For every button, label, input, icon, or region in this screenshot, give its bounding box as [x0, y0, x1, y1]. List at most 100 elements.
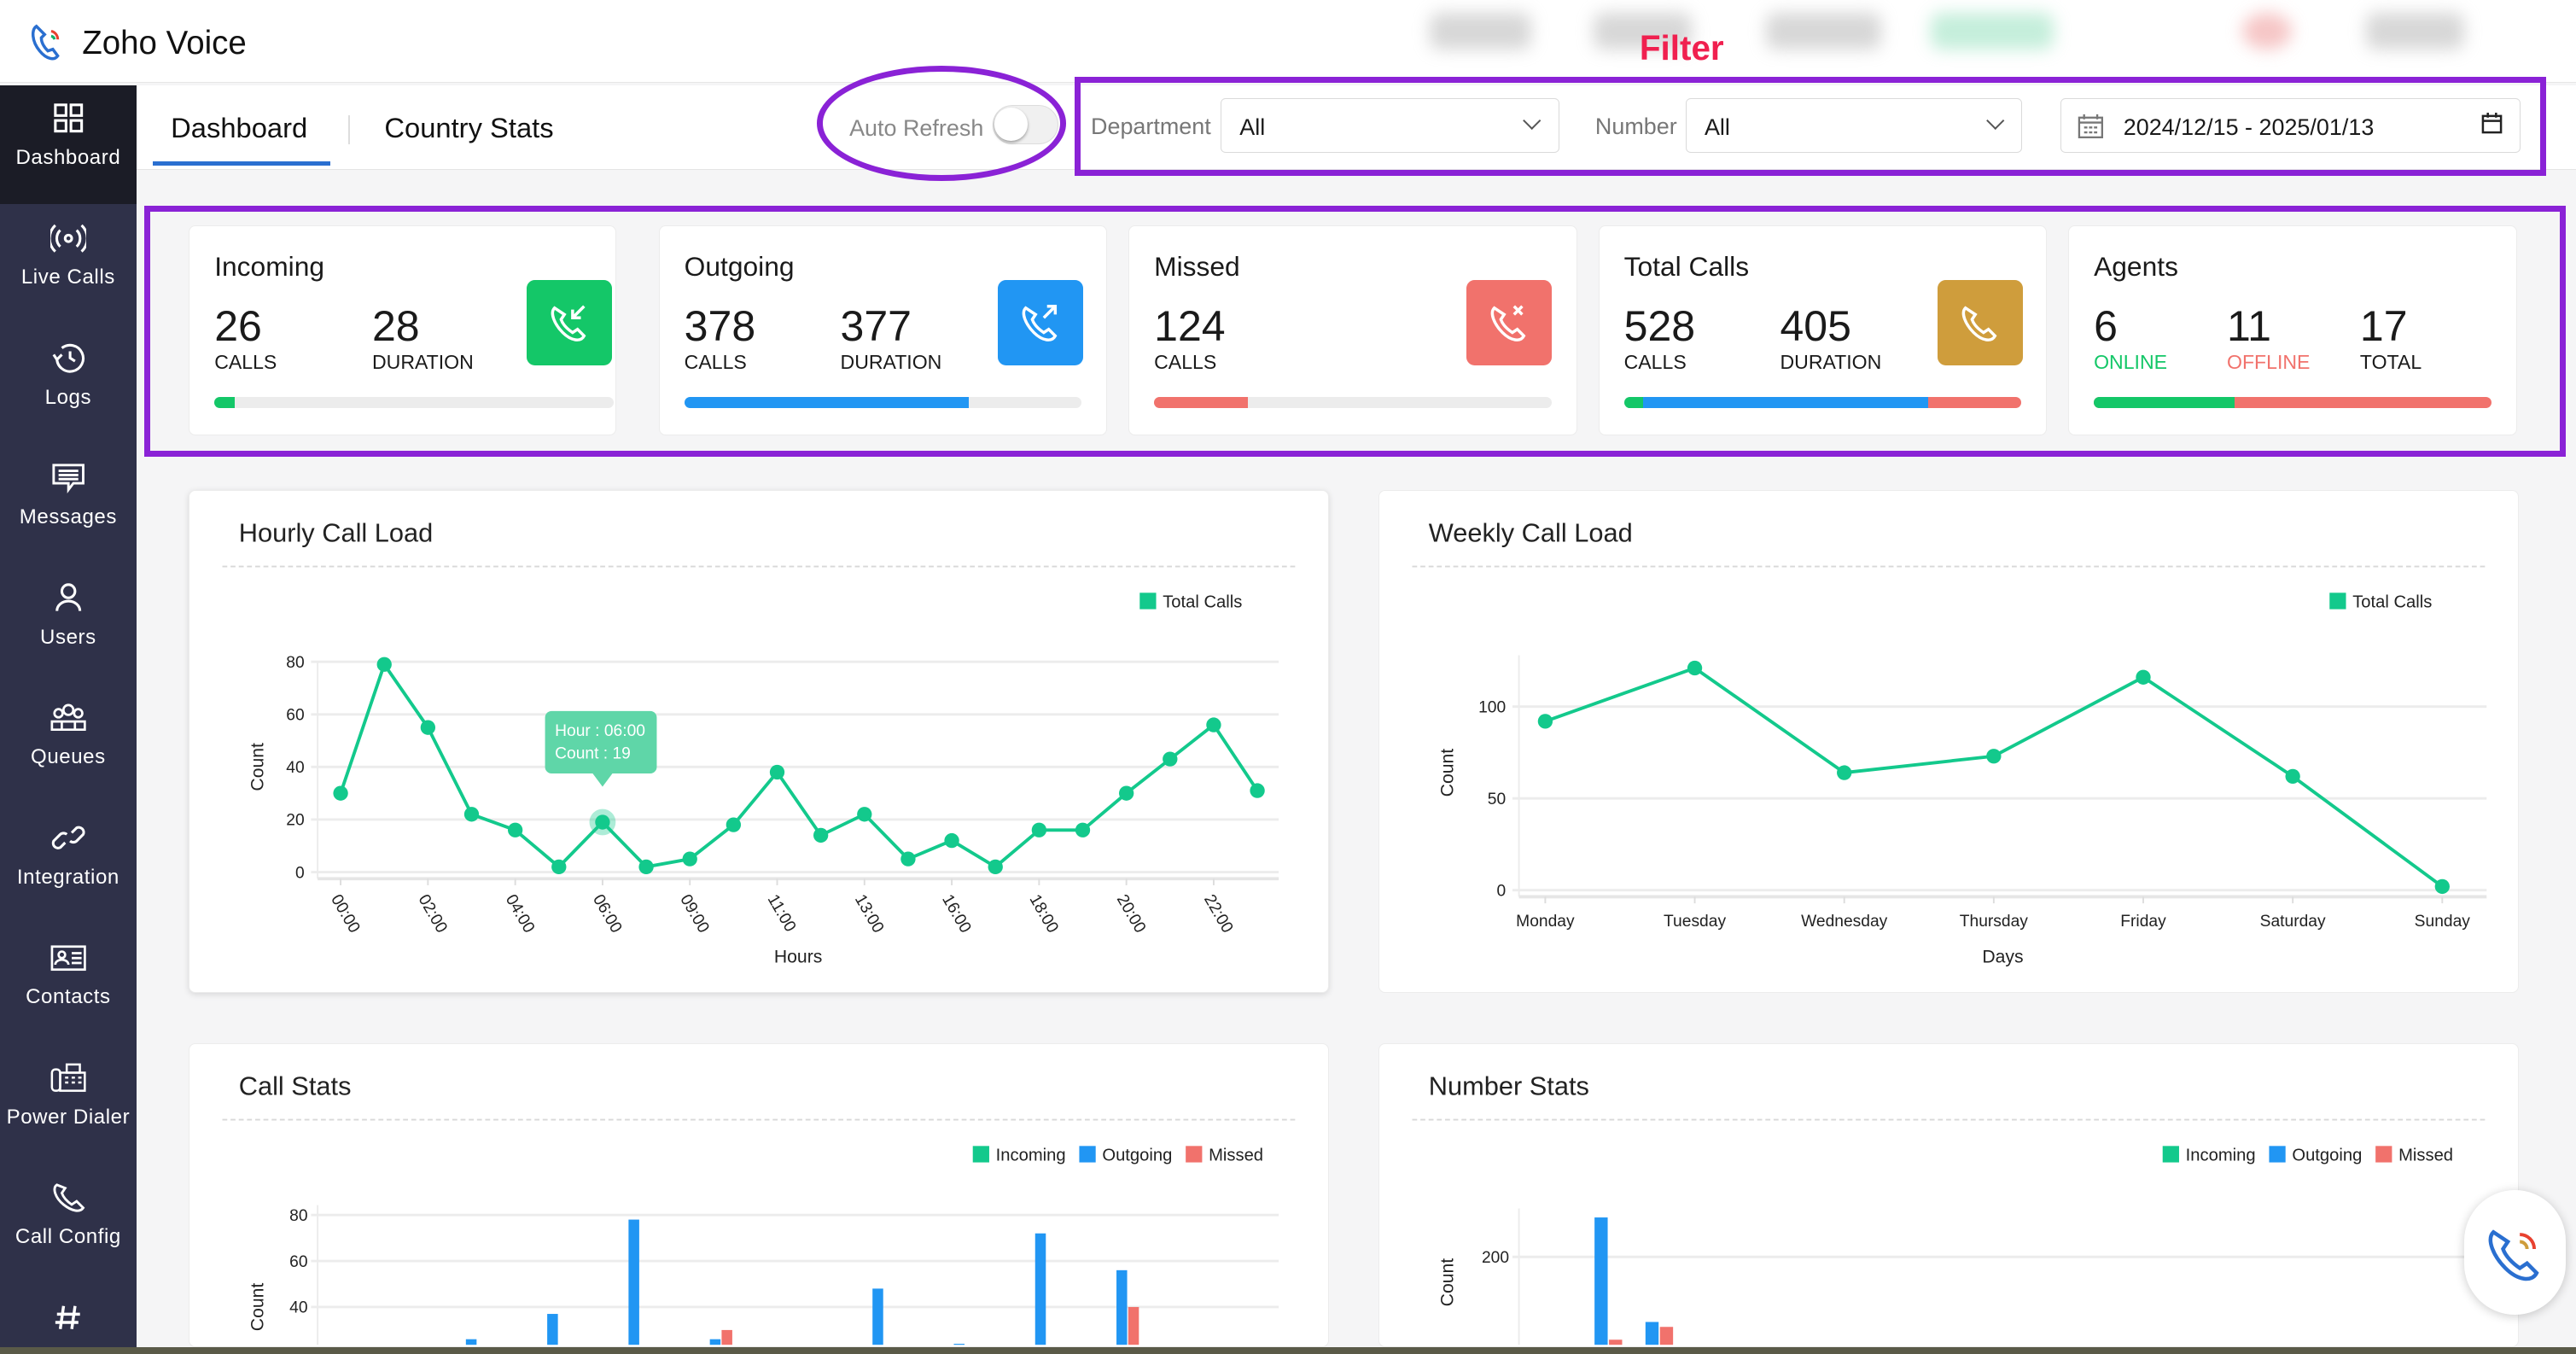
number-stats-chart: Number Stats Missed Outgoing Incoming 200 Cou… [1412, 1071, 2487, 1345]
chart-title: Weekly Call Load [1429, 517, 1633, 547]
sidebar-item-contacts[interactable]: Contacts [0, 925, 137, 1044]
sidebar-item-call-config[interactable]: Call Config [0, 1165, 137, 1284]
incoming-call-icon [526, 280, 612, 366]
legend-swatch [1079, 1146, 1097, 1163]
calendar-icon [2481, 112, 2503, 134]
phone-icon [2488, 1229, 2539, 1281]
agents-online-count: 6 [2094, 302, 2118, 351]
y-tick-label: 100 [1478, 698, 1506, 716]
number-select[interactable]: All [1685, 98, 2023, 153]
annotation-ellipse [816, 65, 1067, 181]
incoming-calls-count: 26 [214, 302, 262, 351]
legend-label: Missed [1209, 1147, 1263, 1165]
y-tick-label: 20 [287, 811, 305, 829]
x-tick-label: Saturday [2259, 913, 2325, 931]
data-point [1032, 822, 1047, 837]
data-point [638, 859, 655, 874]
legend-label: Outgoing [2292, 1147, 2362, 1165]
filter-annotation: Filter [1639, 27, 1724, 67]
sidebar-item-queues[interactable]: Queues [0, 686, 137, 804]
sidebar-item-integration[interactable]: Integration [0, 805, 137, 924]
group-icon [50, 703, 86, 731]
weekly-call-load-chart: Weekly Call Load Total Calls 0 50 100 Monday T… [1412, 517, 2487, 966]
x-tick-label: 11:00 [764, 891, 800, 935]
legend-label: Outgoing [1103, 1147, 1173, 1165]
bar-outgoing [872, 1288, 884, 1345]
missed-calls-count: 124 [1154, 302, 1226, 351]
top-bar: Zoho Voice Filter [0, 0, 2576, 84]
tab-dashboard[interactable]: Dashboard [171, 111, 308, 143]
y-tick-label: 40 [287, 759, 305, 777]
calls-label: CALLS [684, 350, 747, 373]
legend-swatch [1139, 592, 1157, 610]
phone-icon [1938, 280, 2024, 366]
data-point [1836, 764, 1852, 780]
calls-label: CALLS [1154, 350, 1217, 373]
blurred-header-content [1930, 13, 2054, 50]
data-point [1163, 751, 1178, 767]
bar-outgoing [628, 1219, 640, 1345]
bar-outgoing [466, 1339, 477, 1345]
sidebar-item-dashboard[interactable]: Dashboard [0, 85, 137, 204]
data-point [726, 817, 742, 832]
x-tick-label: 20:00 [1113, 891, 1149, 936]
tab-country-stats[interactable]: Country Stats [384, 111, 554, 143]
data-point [1250, 782, 1266, 798]
date-range-value: 2024/12/15 - 2025/01/13 [2123, 114, 2375, 140]
y-tick-label: 50 [1488, 790, 1506, 808]
offline-label: OFFLINE [2227, 350, 2311, 373]
y-tick-label: 0 [295, 864, 305, 882]
weekly-call-load-card: Weekly Call Load Total Calls 0 50 100 Monday T… [1378, 489, 2519, 993]
voice-call-floating-button[interactable] [2464, 1189, 2567, 1315]
contact-card-icon [50, 945, 86, 971]
data-point [1986, 748, 2002, 763]
tab-divider [348, 114, 350, 145]
data-point [813, 827, 829, 843]
outgoing-call-icon [998, 280, 1084, 366]
sidebar-item-messages[interactable]: Messages [0, 446, 137, 564]
sidebar-item-users[interactable]: Users [0, 565, 137, 684]
x-tick-label: 02:00 [415, 891, 451, 936]
x-tick-label: 16:00 [939, 891, 975, 936]
department-select[interactable]: All [1221, 98, 1559, 153]
y-tick-label: 0 [1496, 882, 1506, 900]
missed-card: Missed 124 CALLS [1128, 225, 1577, 436]
sidebar-item-label: Messages [19, 505, 117, 529]
bar-outgoing [547, 1314, 558, 1345]
bar-missed [721, 1330, 733, 1345]
sidebar-item-logs[interactable]: Logs [0, 325, 137, 444]
tooltip-line: Count : 19 [555, 744, 631, 762]
x-tick-label: 22:00 [1200, 891, 1236, 936]
date-range-picker[interactable]: 2024/12/15 - 2025/01/13 [2060, 98, 2521, 153]
x-tick-label: 06:00 [589, 891, 625, 936]
legend-swatch [2162, 1146, 2179, 1163]
x-tick-label: 09:00 [677, 891, 713, 936]
sidebar-item-live-calls[interactable]: Live Calls [0, 206, 137, 324]
duration-label: DURATION [840, 350, 942, 373]
x-tick-label: 13:00 [851, 891, 887, 936]
tooltip-line: Hour : 06:00 [555, 721, 645, 739]
legend-label: Incoming [996, 1147, 1066, 1165]
legend-label: Total Calls [1163, 592, 1243, 611]
data-point [682, 851, 698, 867]
data-point [1687, 660, 1703, 675]
data-point [2136, 669, 2151, 685]
legend-swatch [2269, 1146, 2286, 1163]
data-point [508, 822, 523, 837]
sidebar-item-power-dialer[interactable]: Power Dialer [0, 1045, 137, 1164]
outgoing-calls-count: 378 [684, 302, 756, 351]
y-tick-label: 60 [290, 1253, 308, 1271]
legend-label: Total Calls [2352, 592, 2432, 611]
filter-annotation-box [1074, 77, 2547, 176]
tooltip-pointer [592, 773, 613, 787]
sidebar-item-numbers[interactable] [0, 1285, 137, 1347]
data-point [2434, 878, 2450, 894]
message-icon [52, 464, 85, 493]
online-label: ONLINE [2094, 350, 2168, 373]
bar-missed [1128, 1307, 1139, 1345]
department-label: Department [1091, 113, 1211, 139]
tooltip-box [545, 710, 657, 773]
card-title: Agents [2094, 250, 2178, 282]
hourly-call-load-chart: Hourly Call Load Total Calls 0 20 40 60 80 00:0… [222, 517, 1297, 966]
agents-total-count: 17 [2359, 302, 2408, 351]
